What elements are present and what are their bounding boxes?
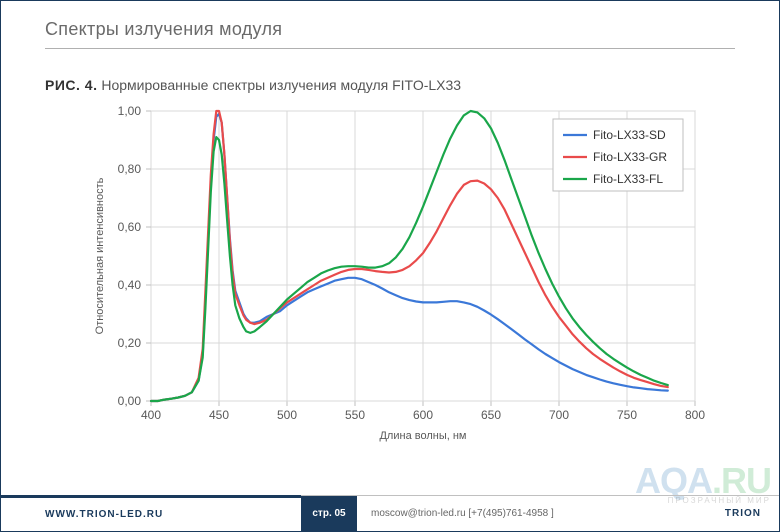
x-tick-label: 450 [209, 408, 229, 422]
footer-page: стр. 05 [301, 496, 357, 531]
figure-caption-text: Нормированные спектры излучения модуля F… [101, 77, 461, 93]
y-tick-label: 0,40 [118, 278, 142, 292]
x-tick-label: 750 [617, 408, 637, 422]
y-tick-label: 0,20 [118, 336, 142, 350]
y-tick-label: 0,80 [118, 162, 142, 176]
y-axis-label: Относительная интенсивность [94, 177, 106, 334]
footer: WWW.TRION-LED.RU стр. 05 moscow@trion-le… [1, 495, 779, 531]
legend-label: Fito-LX33-SD [593, 128, 666, 142]
y-tick-label: 0,60 [118, 220, 142, 234]
footer-url: WWW.TRION-LED.RU [1, 495, 301, 531]
x-tick-label: 600 [413, 408, 433, 422]
footer-contact: moscow@trion-led.ru [+7(495)761-4958 ] [357, 496, 719, 531]
footer-brand: TRION [719, 496, 779, 531]
x-tick-label: 500 [277, 408, 297, 422]
spectrum-chart: 400 450 500 550 600 650 700 750 800 0,00 0,20 0,40 0… [85, 101, 705, 451]
x-tick-label: 800 [685, 408, 705, 422]
x-tick-label: 400 [141, 408, 161, 422]
content: Спектры излучения модуля РИС. 4. Нормиро… [1, 1, 779, 451]
section-title: Спектры излучения модуля [45, 19, 735, 49]
chart-svg: 400 450 500 550 600 650 700 750 800 0,00 0,20 0,40 0… [85, 101, 705, 451]
x-tick-label: 650 [481, 408, 501, 422]
legend-label: Fito-LX33-GR [593, 150, 667, 164]
legend-label: Fito-LX33-FL [593, 172, 663, 186]
y-tick-label: 0,00 [118, 394, 142, 408]
page: Спектры излучения модуля РИС. 4. Нормиро… [0, 0, 780, 532]
figure-number: РИС. 4. [45, 77, 97, 93]
x-tick-label: 700 [549, 408, 569, 422]
y-tick-label: 1,00 [118, 104, 142, 118]
figure-caption: РИС. 4. Нормированные спектры излучения … [45, 77, 735, 93]
x-axis-label: Длина волны, нм [379, 430, 466, 442]
x-tick-label: 550 [345, 408, 365, 422]
